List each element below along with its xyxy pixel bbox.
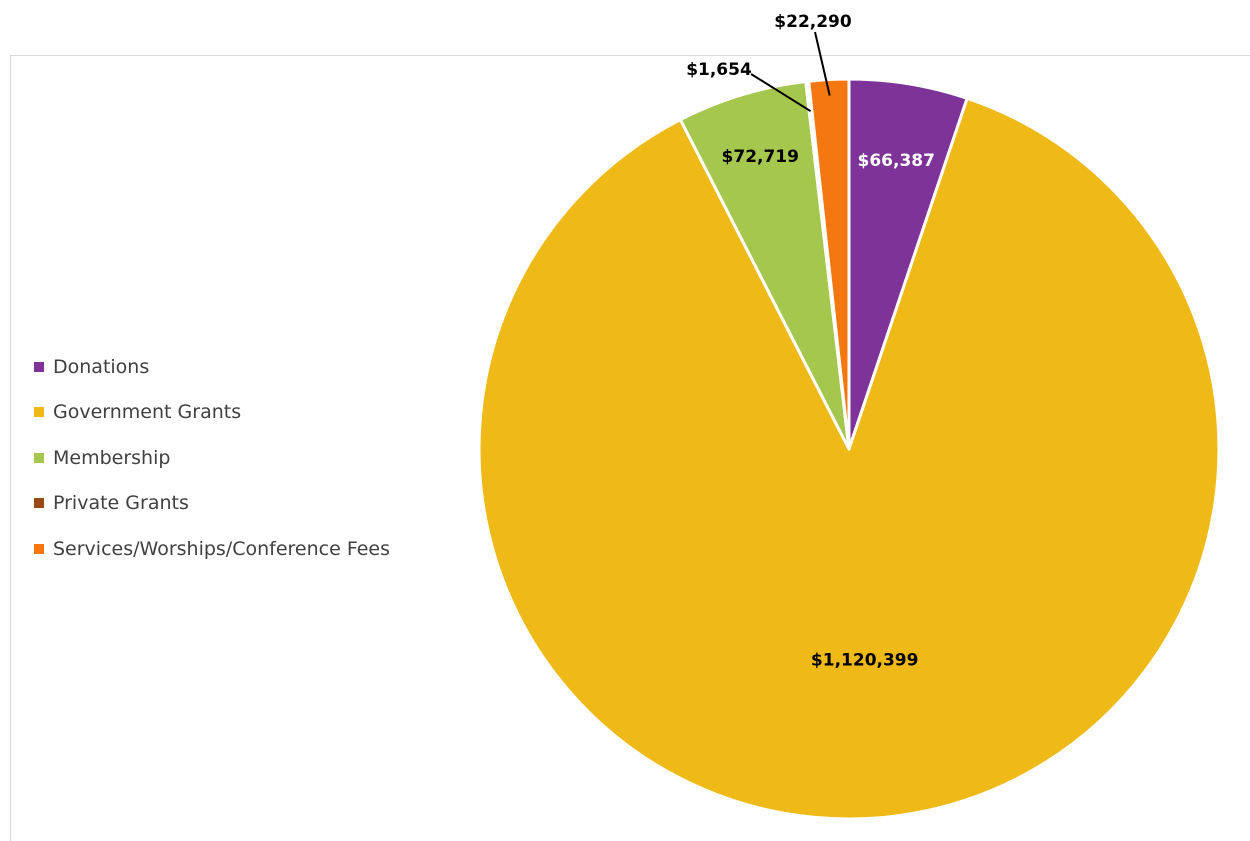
leader-line-private-grants: [750, 73, 812, 113]
legend-label: Services/Worships/Conference Fees: [53, 537, 390, 560]
chart-frame: [10, 55, 1250, 841]
legend-label: Private Grants: [53, 492, 189, 515]
legend-swatch: [34, 361, 44, 372]
legend-item-services-fees: Services/Worships/Conference Fees: [34, 526, 390, 572]
legend-swatch: [34, 452, 44, 463]
data-label-government-grants: $1,120,399: [811, 650, 919, 670]
data-label-donations: $66,387: [858, 151, 935, 171]
pie-slice-membership: [678, 80, 851, 451]
data-label-services-fees: $22,290: [774, 12, 852, 32]
legend-item-donations: Donations: [34, 344, 390, 390]
data-label-private-grants: $1,654: [686, 60, 752, 80]
pie-slice-services-fees: [807, 77, 851, 451]
legend-label: Donations: [53, 355, 150, 378]
legend-item-membership: Membership: [34, 435, 390, 481]
legend-swatch: [34, 407, 44, 418]
legend: Donations Government Grants Membership P…: [34, 344, 390, 572]
legend-item-private-grants: Private Grants: [34, 481, 390, 527]
leader-line-services-fees: [814, 31, 831, 96]
pie-slice-government-grants: [477, 96, 1221, 821]
legend-swatch: [34, 498, 44, 509]
legend-swatch: [34, 543, 44, 554]
legend-label: Government Grants: [53, 401, 242, 424]
legend-item-government-grants: Government Grants: [34, 390, 390, 436]
data-label-membership: $72,719: [722, 147, 799, 167]
legend-label: Membership: [53, 446, 171, 469]
